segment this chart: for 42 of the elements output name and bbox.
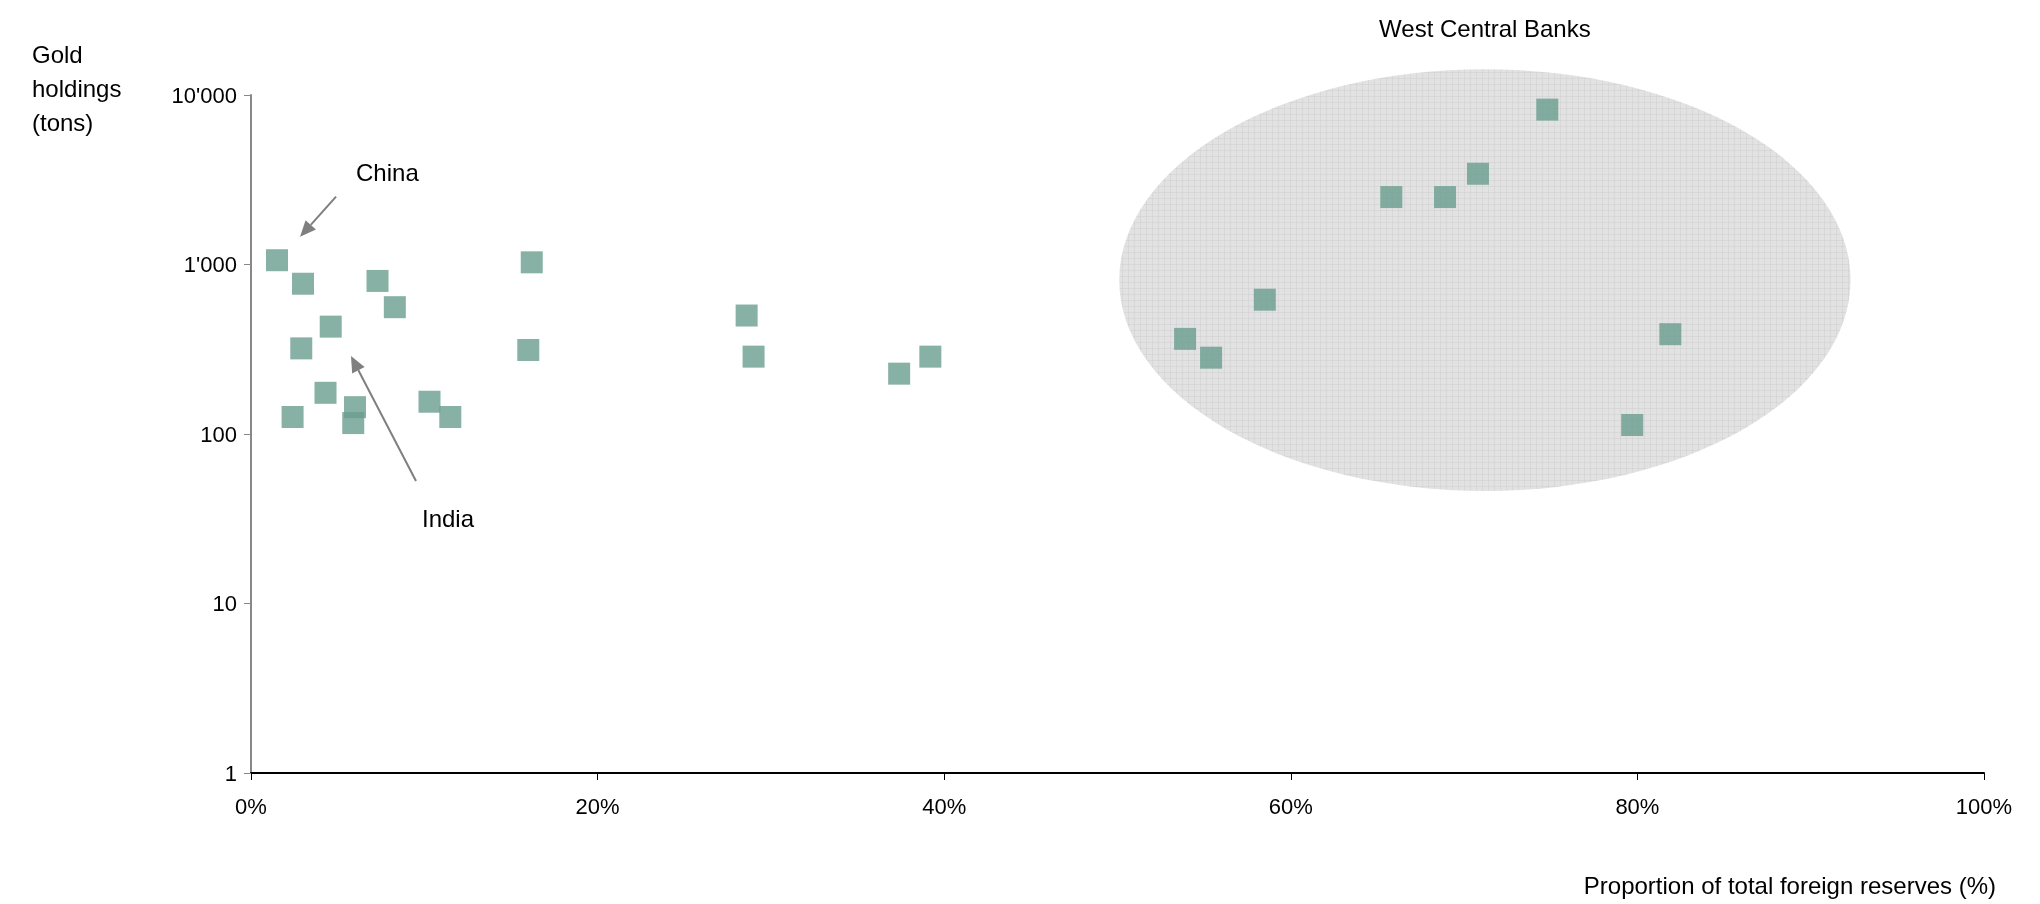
point — [1253, 288, 1276, 311]
point — [342, 412, 365, 435]
annotation: India — [421, 505, 475, 533]
text: West Central Banks — [1379, 15, 1591, 43]
y-tick-label: 10'000 — [171, 82, 237, 108]
point — [265, 249, 288, 272]
point — [314, 381, 337, 404]
point — [919, 345, 942, 368]
x-tick-label: 60% — [1268, 793, 1313, 819]
point — [291, 272, 314, 295]
point — [1434, 186, 1457, 209]
point — [1380, 186, 1403, 209]
point — [520, 251, 543, 274]
point — [1466, 162, 1489, 185]
point — [1536, 98, 1559, 121]
point — [1621, 414, 1644, 436]
point — [888, 362, 911, 385]
point — [366, 269, 389, 292]
x-tick-label: 40% — [922, 793, 967, 819]
point — [383, 296, 406, 319]
x-tick-label: 20% — [575, 793, 620, 819]
y-tick-label: 10 — [212, 591, 237, 616]
point — [281, 405, 304, 428]
y-tick-label: 100 — [200, 421, 237, 447]
x-tick-label: 80% — [1615, 793, 1660, 819]
point — [439, 405, 462, 428]
point — [319, 315, 342, 338]
point — [1659, 323, 1682, 346]
point — [418, 390, 441, 413]
y-axis-title: Gold holdings (tons) — [32, 40, 123, 138]
point — [1174, 327, 1197, 350]
point — [742, 345, 765, 368]
x-tick-label: 0% — [235, 793, 267, 819]
annotation: China — [356, 158, 420, 186]
x-axis-title: Proportion of total foreign reserves (%) — [1583, 872, 1996, 900]
y-tick-label: 1'000 — [183, 252, 237, 277]
point — [735, 304, 758, 327]
point — [517, 339, 540, 362]
point — [1200, 346, 1223, 369]
x-tick-label: 100% — [1955, 793, 2013, 819]
point — [290, 337, 313, 360]
y-tick-label: 1 — [224, 760, 237, 786]
